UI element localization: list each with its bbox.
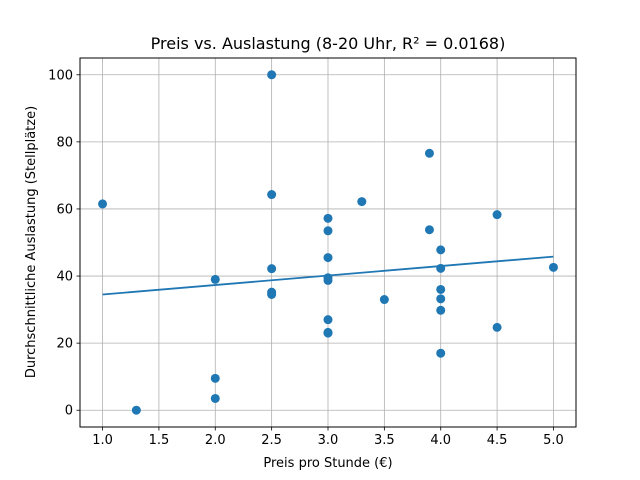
data-point (436, 348, 446, 358)
data-point (436, 284, 446, 294)
data-point (267, 264, 277, 274)
x-tick-label: 3.5 (374, 433, 395, 448)
y-axis-label: Durchschnittliche Auslastung (Stellplätz… (24, 106, 39, 378)
data-point (323, 315, 333, 325)
data-point (323, 253, 333, 263)
data-point (267, 70, 277, 80)
data-point (323, 328, 333, 338)
data-point (323, 275, 333, 285)
grid-lines (80, 58, 576, 427)
x-tick-label: 3.0 (318, 433, 339, 448)
data-point (323, 213, 333, 223)
data-point (379, 295, 389, 305)
data-point (424, 225, 434, 235)
data-point (492, 210, 502, 220)
data-point (323, 226, 333, 236)
data-point (436, 294, 446, 304)
data-point (436, 263, 446, 273)
data-point (424, 148, 434, 158)
data-point (210, 393, 220, 403)
x-tick-label: 2.0 (205, 433, 226, 448)
data-point (436, 245, 446, 255)
x-tick-label: 2.5 (261, 433, 282, 448)
y-tick-label: 80 (56, 135, 73, 150)
x-axis-ticks: 1.0 1.5 2.0 2.5 3.0 3.5 4.0 4.5 5.0 (92, 427, 564, 448)
chart-title: Preis vs. Auslastung (8-20 Uhr, R² = 0.0… (151, 34, 506, 53)
x-tick-label: 4.5 (487, 433, 508, 448)
data-point (210, 373, 220, 383)
x-tick-label: 1.0 (92, 433, 113, 448)
y-axis-ticks: 0 20 40 60 80 100 (48, 68, 80, 419)
y-tick-label: 60 (56, 202, 73, 217)
data-point (548, 262, 558, 272)
data-point (492, 322, 502, 332)
data-point (436, 305, 446, 315)
x-tick-label: 5.0 (543, 433, 564, 448)
y-tick-label: 20 (56, 337, 73, 352)
y-tick-label: 0 (65, 404, 73, 419)
y-tick-label: 40 (56, 270, 73, 285)
data-point (267, 289, 277, 299)
data-points (98, 70, 558, 415)
x-axis-label: Preis pro Stunde (€) (263, 456, 392, 471)
data-point (357, 197, 367, 207)
x-tick-label: 4.0 (430, 433, 451, 448)
x-tick-label: 1.5 (149, 433, 170, 448)
data-point (210, 274, 220, 284)
data-point (98, 199, 108, 209)
y-tick-label: 100 (48, 68, 73, 83)
data-point (131, 405, 141, 415)
data-point (267, 190, 277, 200)
